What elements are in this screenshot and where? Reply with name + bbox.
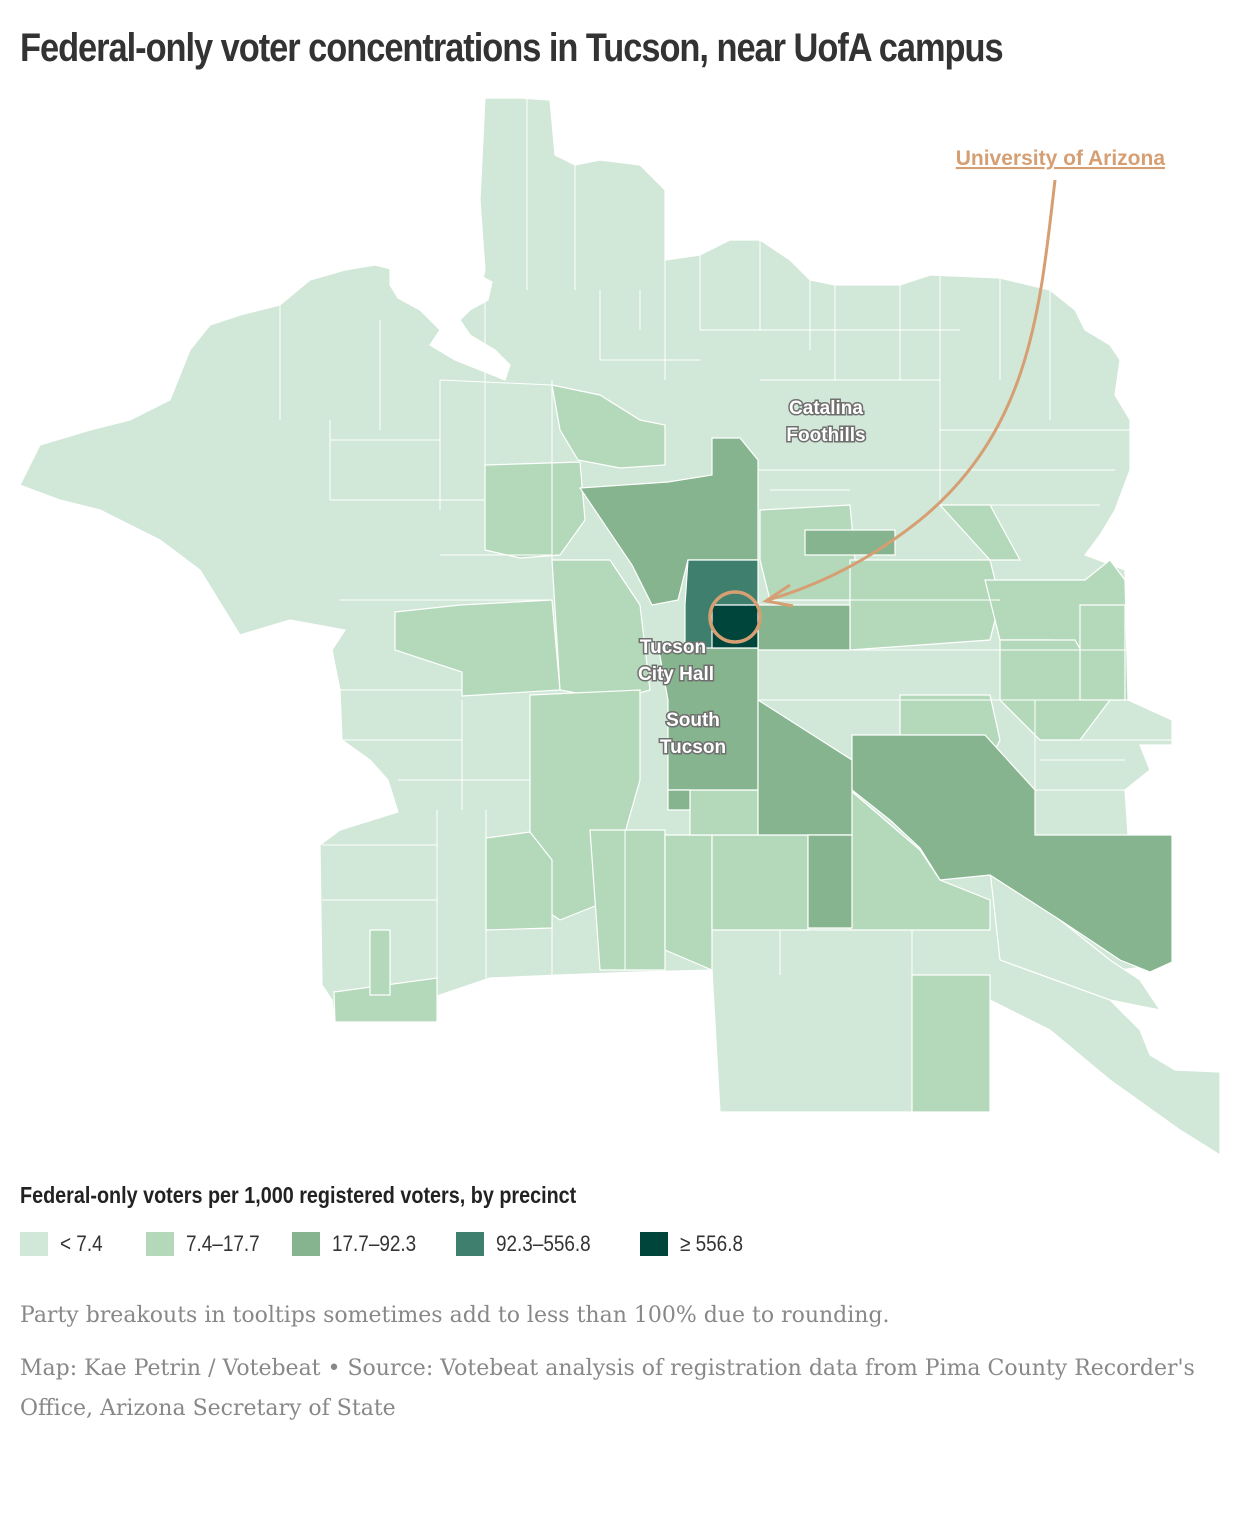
west-southwest-block: [394, 599, 561, 697]
legend-item: ≥ 556.8: [640, 1230, 753, 1258]
legend: < 7.4 7.4–17.7 17.7–92.3 92.3–556.8 ≥ 55…: [20, 1230, 820, 1258]
legend-swatch: [146, 1232, 174, 1256]
label-catalina: Catalina: [789, 398, 863, 419]
east-far-strip: [1079, 604, 1126, 701]
south-center-4: [689, 789, 759, 836]
far-southwest-notch: [369, 929, 391, 996]
ring-northeast: [804, 529, 896, 556]
label-south: South: [666, 710, 720, 731]
legend-item: < 7.4: [20, 1230, 110, 1258]
precinct-boundaries: [279, 98, 1172, 1112]
label-foothills: Foothills: [786, 425, 865, 446]
campus-circle: [708, 590, 762, 644]
south-center-1: [589, 829, 666, 971]
southeast-region: [989, 868, 1162, 1011]
legend-item: 92.3–556.8: [456, 1230, 606, 1258]
legend-swatch: [640, 1232, 668, 1256]
north-central-block: [551, 384, 666, 469]
south-narrow: [807, 834, 853, 929]
south-east-tall: [911, 974, 991, 1113]
water-cutout: [389, 265, 511, 381]
university-label: University of Arizona: [956, 147, 1166, 170]
south-west-strip-2: [485, 831, 553, 931]
label-south-tucson: Tucson: [660, 737, 726, 758]
legend-label: ≥ 556.8: [680, 1231, 743, 1256]
south-small: [667, 789, 691, 811]
ring-east: [757, 604, 851, 651]
label-city-hall: City Hall: [638, 664, 714, 685]
legend-title: Federal-only voters per 1,000 registered…: [20, 1182, 577, 1208]
central-west-strip: [551, 559, 651, 701]
page-title: Federal-only voter concentrations in Tuc…: [20, 26, 1004, 70]
legend-label: 7.4–17.7: [186, 1231, 260, 1256]
tier-2-regions[interactable]: [333, 384, 1129, 1113]
south-center-3: [711, 834, 809, 931]
south-center-2: [664, 834, 713, 971]
university-annotation: University of Arizona: [708, 147, 1166, 644]
arrowhead-icon: [762, 583, 794, 608]
legend-swatch: [292, 1232, 320, 1256]
legend-label: < 7.4: [60, 1231, 103, 1256]
east-central-2: [849, 559, 1001, 651]
legend-swatch: [20, 1232, 48, 1256]
legend-swatch: [456, 1232, 484, 1256]
place-labels: Catalina Foothills Tucson City Hall Sout…: [636, 397, 867, 760]
label-tucson: Tucson: [640, 637, 706, 658]
ring-north: [578, 437, 759, 606]
legend-label: 17.7–92.3: [332, 1231, 417, 1256]
source-credit: Map: Kae Petrin / Votebeat • Source: Vot…: [20, 1356, 1195, 1421]
west-block: [484, 461, 586, 559]
tier-5-regions[interactable]: [711, 604, 759, 649]
tier-3-regions[interactable]: [578, 437, 1173, 973]
rounding-note: Party breakouts in tooltips sometimes ad…: [20, 1303, 890, 1328]
precinct-map[interactable]: University of Arizona Catalina Foothills…: [0, 90, 1240, 1170]
university-precinct: [711, 604, 759, 649]
legend-label: 92.3–556.8: [496, 1231, 591, 1256]
legend-item: 17.7–92.3: [292, 1230, 430, 1258]
annotation-arrow: [767, 179, 1057, 602]
legend-item: 7.4–17.7: [146, 1230, 272, 1258]
far-southwest: [333, 977, 438, 1023]
